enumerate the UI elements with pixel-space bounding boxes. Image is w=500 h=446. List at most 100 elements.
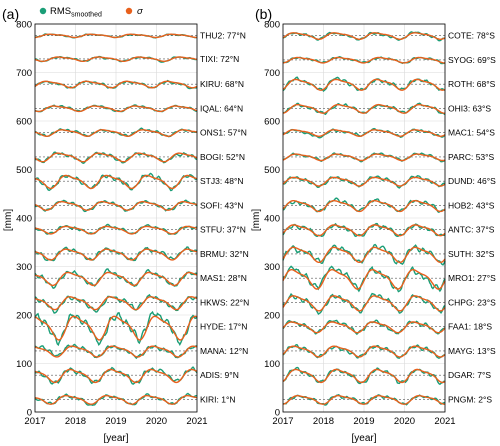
station-label-a-0: THU2: 77°N [200, 31, 246, 41]
ytick-label-b-5: 500 [264, 165, 280, 176]
panel-b-ylabel: [mm] [251, 209, 262, 231]
xtick-label-a-3: 2020 [146, 416, 167, 427]
legend-sigma-label: σ [137, 6, 144, 17]
sigma-series-b-11 [282, 295, 446, 312]
rms-series-b-10 [282, 265, 446, 293]
station-label-b-2: ROTH: 68°S [448, 79, 496, 89]
sigma-series-a-13 [34, 345, 198, 358]
xtick-label-a-2: 2019 [105, 416, 126, 427]
sigma-series-a-7 [34, 200, 198, 211]
station-label-b-0: COTE: 78°S [448, 31, 495, 41]
ytick-label-b-3: 300 [264, 262, 280, 273]
station-label-a-4: ONS1: 57°N [200, 128, 247, 138]
sigma-series-a-1 [34, 56, 198, 62]
panel-a-ylabel: [mm] [3, 209, 14, 231]
station-label-a-14: ADIS: 9°N [200, 370, 239, 380]
station-label-b-14: DGAR: 7°S [448, 370, 491, 380]
panel-a-xlabel: [year] [103, 433, 128, 444]
station-label-b-8: ANTC: 37°S [448, 225, 495, 235]
sigma-series-b-14 [282, 368, 446, 384]
ytick-label-a-4: 400 [16, 214, 32, 225]
sigma-series-b-1 [282, 56, 445, 64]
station-label-b-1: SYOG: 69°S [448, 55, 496, 65]
sigma-series-a-15 [34, 394, 198, 405]
xtick-label-b-1: 2018 [313, 416, 334, 427]
xtick-label-a-1: 2018 [65, 416, 86, 427]
sigma-series-a-2 [34, 80, 198, 89]
station-label-a-12: HYDE: 17°N [200, 322, 247, 332]
legend-rms-subscript: smoothed [71, 12, 102, 19]
sigma-series-b-9 [282, 246, 446, 263]
sigma-series-a-14 [34, 368, 198, 384]
station-label-a-6: STJ3: 48°N [200, 176, 244, 186]
legend-sigma-marker [125, 7, 133, 15]
station-label-a-10: MAS1: 28°N [200, 273, 247, 283]
panel-b-label: (b) [255, 6, 272, 22]
sigma-series-b-2 [282, 78, 446, 91]
xtick-label-b-4: 2021 [434, 416, 455, 427]
ytick-label-b-4: 400 [264, 214, 280, 225]
panel-b-ticks: 2017 2018 2019 2020 2021 0 100 200 300 400 500 600 7… [264, 20, 496, 428]
sigma-series-b-8 [282, 224, 446, 237]
sigma-series-b-3 [282, 103, 445, 114]
sigma-series-b-6 [282, 176, 446, 187]
station-label-a-5: BOGI: 52°N [200, 152, 245, 162]
ytick-label-a-0: 0 [27, 408, 32, 419]
ytick-label-b-2: 200 [264, 311, 280, 322]
ytick-label-a-2: 200 [16, 311, 32, 322]
legend: RMSsmoothed σ [39, 6, 144, 19]
station-label-b-10: MRO1: 27°S [448, 273, 496, 283]
xtick-label-b-3: 2020 [394, 416, 415, 427]
station-label-b-3: OHI3: 63°S [448, 103, 491, 113]
sigma-series-b-10 [282, 269, 446, 290]
legend-rms-marker [39, 7, 47, 15]
sigma-series-b-0 [282, 32, 446, 40]
sigma-series-a-8 [34, 225, 198, 235]
ytick-label-a-5: 500 [16, 165, 32, 176]
sigma-series-a-9 [34, 248, 198, 261]
station-label-b-13: MAYG: 13°S [448, 346, 496, 356]
rms-series-a-6 [34, 172, 198, 192]
sigma-series-b-5 [282, 153, 446, 162]
panel-a-series [34, 33, 198, 407]
sigma-series-a-12 [34, 315, 198, 341]
station-label-b-6: DUND: 46°S [448, 176, 496, 186]
sigma-series-a-4 [34, 129, 198, 138]
sigma-series-b-4 [282, 129, 446, 138]
panel-b-series [282, 31, 446, 406]
panel-b-frame [282, 23, 446, 413]
ytick-label-b-7: 700 [264, 68, 280, 79]
legend-rms-label: RMS [50, 6, 71, 17]
xtick-label-a-4: 2021 [186, 416, 207, 427]
panel-b-xlabel: [year] [351, 433, 376, 444]
ytick-label-a-7: 700 [16, 68, 32, 79]
panel-a-label: (a) [2, 6, 19, 22]
sigma-series-b-12 [282, 321, 446, 334]
ytick-label-b-0: 0 [275, 408, 280, 419]
ytick-label-a-1: 100 [16, 359, 32, 370]
station-label-b-5: PARC: 53°S [448, 152, 495, 162]
station-label-a-8: STFU: 37°N [200, 225, 246, 235]
sigma-series-a-3 [34, 105, 198, 113]
sigma-series-a-6 [34, 174, 198, 190]
station-label-a-7: SOFI: 43°N [200, 200, 244, 210]
rms-series-b-3 [282, 102, 446, 116]
ytick-label-a-8: 800 [16, 20, 32, 31]
panel-a: (a) 2017 2018 2019 2020 2021 0 100 200 300 400 500… [2, 6, 249, 444]
sigma-series-b-15 [282, 394, 445, 405]
xtick-label-b-0: 2017 [272, 416, 293, 427]
panel-a-ticks: 2017 2018 2019 2020 2021 0 100 200 300 400 500 600 7… [16, 20, 249, 428]
station-label-b-12: FAA1: 18°S [448, 322, 492, 332]
sigma-series-a-0 [35, 33, 197, 39]
station-label-a-13: MANA: 12°N [200, 346, 248, 356]
ytick-label-a-3: 300 [16, 262, 32, 273]
station-label-b-9: SUTH: 32°S [448, 249, 495, 259]
panel-b: (b) 2017 2018 2019 2020 2021 0 100 200 300 400 500… [251, 6, 496, 444]
sigma-series-a-10 [34, 271, 198, 287]
station-label-b-4: MAC1: 54°S [448, 128, 495, 138]
ytick-label-b-6: 600 [264, 117, 280, 128]
station-label-a-2: KIRU: 68°N [200, 79, 244, 89]
station-label-a-1: TIXI: 72°N [200, 54, 239, 64]
sigma-series-a-5 [34, 152, 198, 163]
